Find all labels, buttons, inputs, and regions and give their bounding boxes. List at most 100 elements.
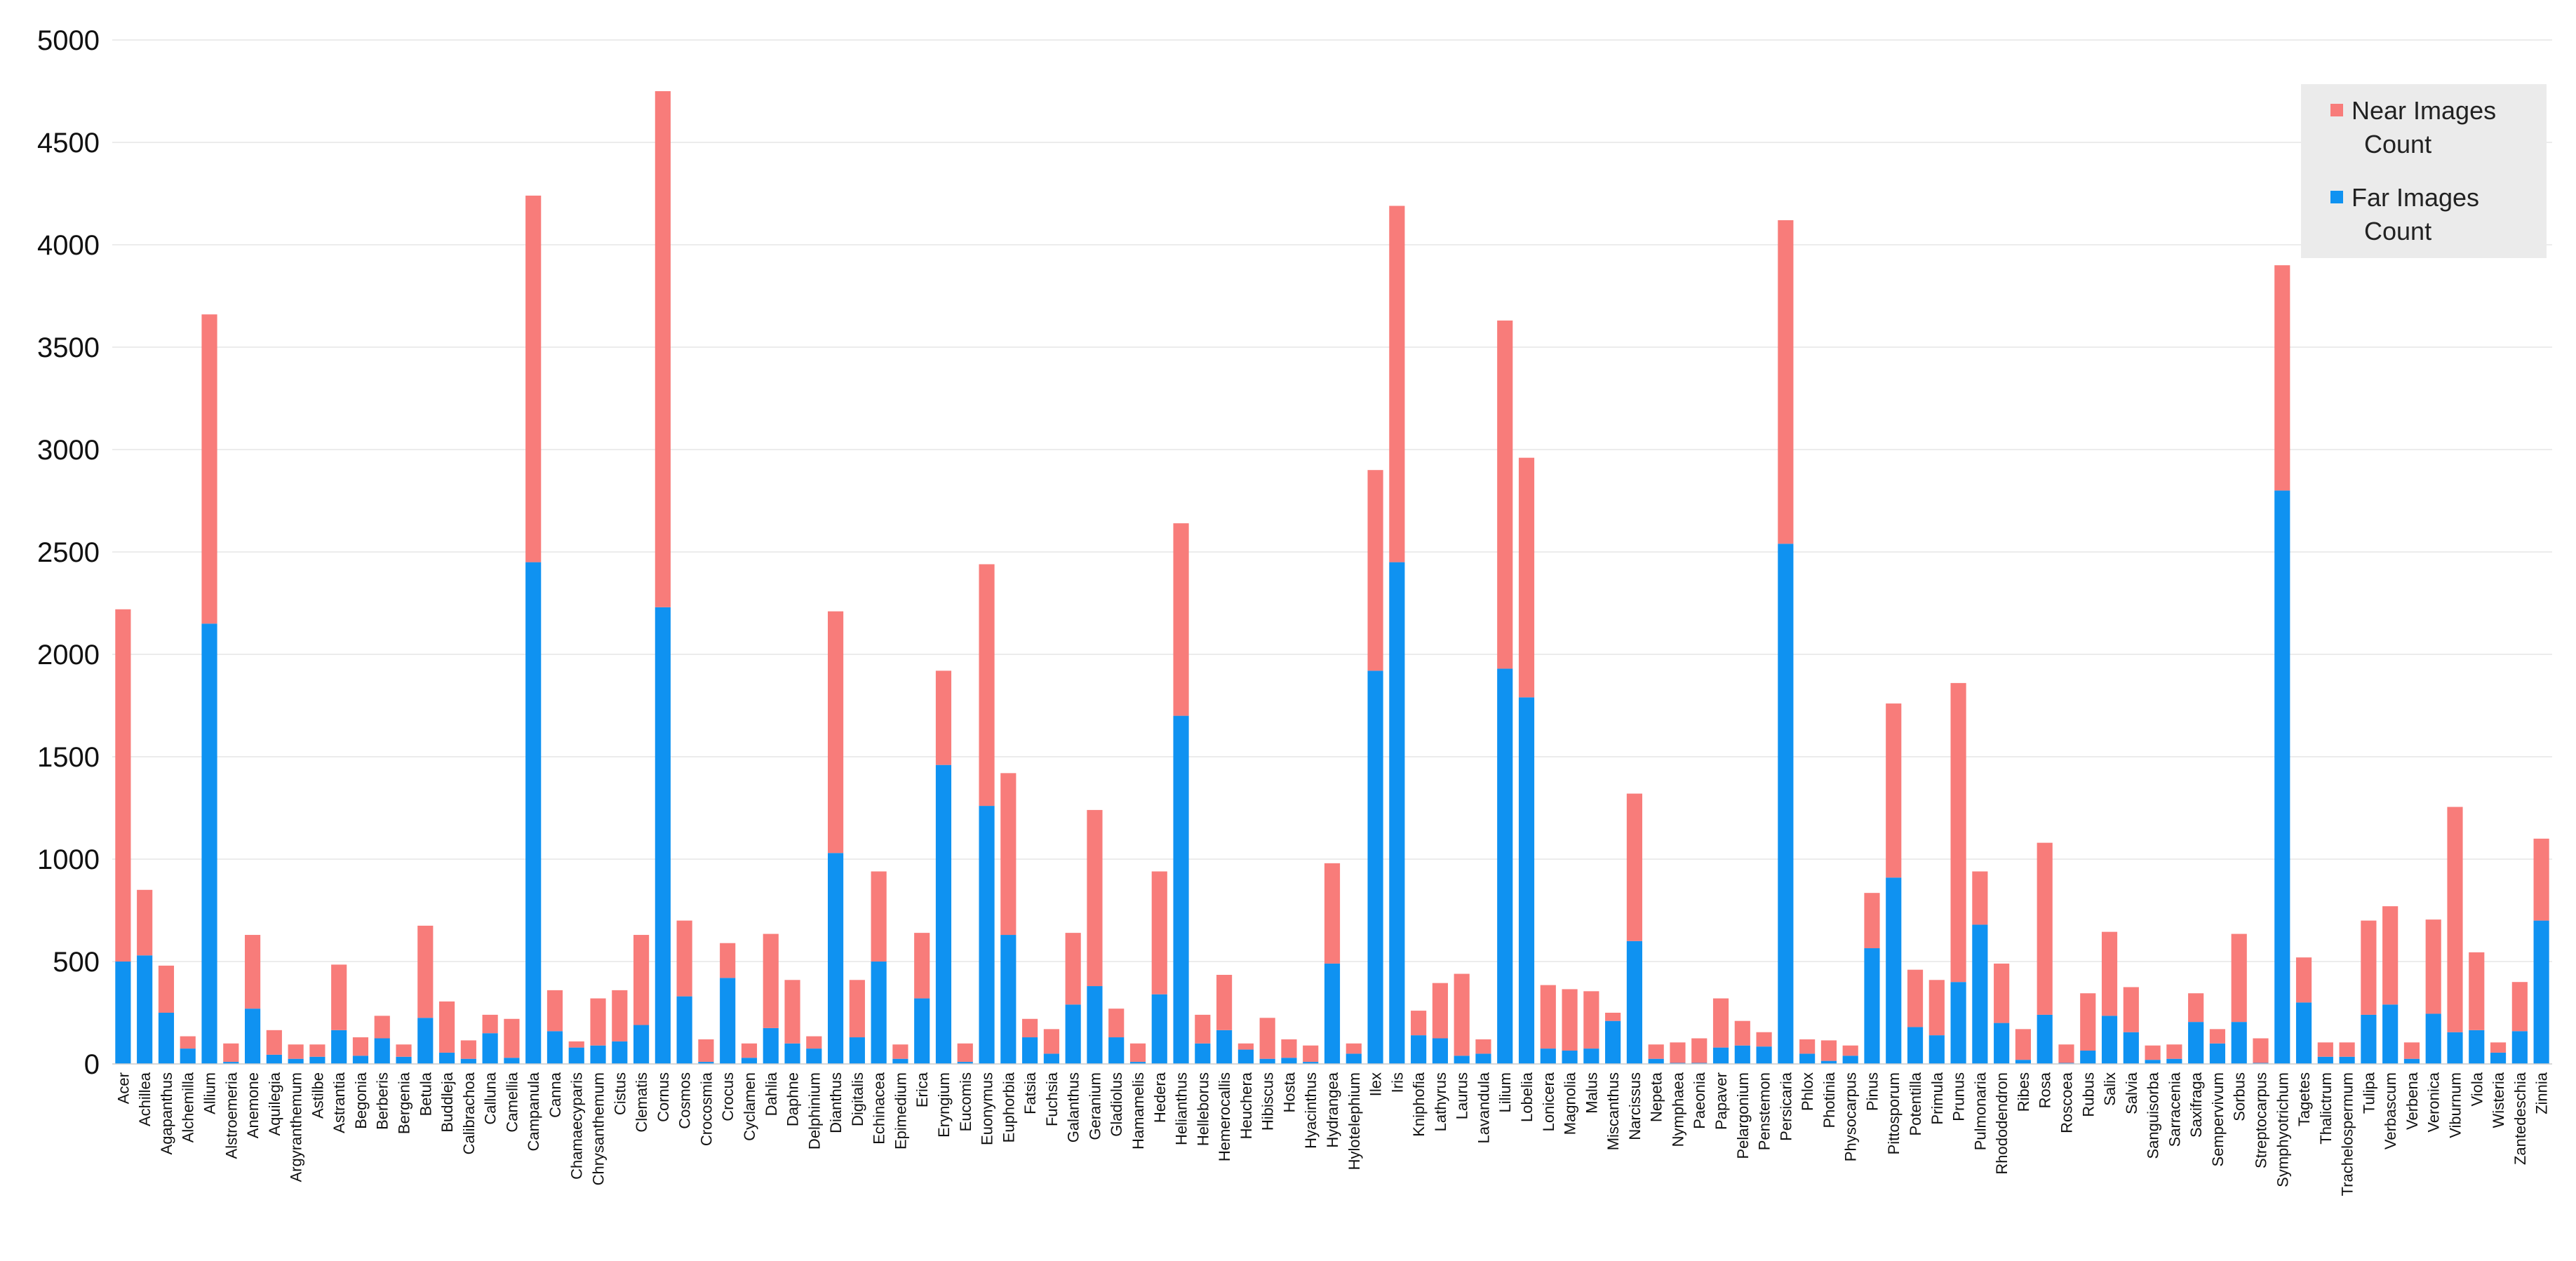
x-tick-label: Hibiscus [1259, 1072, 1277, 1131]
bar-near-laurus [1454, 973, 1470, 1056]
bar-near-cistus [612, 990, 628, 1041]
bar-far-alchemilla [180, 1048, 196, 1064]
x-tick-label: Tulipa [2360, 1072, 2377, 1114]
bar-far-helleborus [1195, 1043, 1211, 1064]
bar-near-persicaria [1778, 220, 1794, 544]
bar-far-hamamelis [1129, 1062, 1146, 1064]
bar-far-symphyotrichum [2274, 490, 2290, 1064]
bar-far-hyacinthus [1303, 1062, 1319, 1064]
bar-near-acer [115, 609, 131, 962]
x-tick-label: Achillea [136, 1072, 154, 1126]
bar-near-bergenia [396, 1044, 412, 1057]
bar-far-lilium [1497, 668, 1513, 1064]
bar-far-papaver [1712, 1047, 1729, 1064]
bar-near-symphyotrichum [2274, 265, 2290, 491]
bar-near-anemone [244, 935, 261, 1009]
bar-far-penstemon [1756, 1046, 1772, 1064]
bar-near-magnolia [1562, 989, 1578, 1051]
bar-far-prunus [1950, 982, 1966, 1064]
bar-far-erica [914, 998, 930, 1064]
x-tick-label: Physocarpus [1842, 1072, 1860, 1161]
x-tick-label: Sanguisorba [2145, 1072, 2162, 1159]
bar-far-aquilegia [266, 1054, 282, 1064]
x-tick-label: Betula [417, 1072, 434, 1116]
x-tick-label: Aquilegia [266, 1072, 283, 1135]
x-tick-label: Euonymus [979, 1072, 996, 1145]
bar-far-hosta [1281, 1058, 1297, 1064]
bar-near-salix [2101, 931, 2118, 1016]
x-tick-label: Delphinium [805, 1072, 823, 1149]
bar-near-photinia [1820, 1040, 1837, 1061]
bar-near-hamamelis [1129, 1043, 1146, 1063]
bar-near-verbena [2403, 1042, 2420, 1059]
legend-label-far-line2: Count [2364, 217, 2431, 245]
bar-near-agapanthus [158, 965, 175, 1013]
bar-far-salix [2101, 1016, 2118, 1064]
bar-far-eucomis [957, 1062, 973, 1064]
bar-near-astrantia [331, 964, 347, 1030]
bar-far-anemone [244, 1009, 261, 1064]
x-tick-label: Nymphaea [1669, 1072, 1686, 1147]
x-tick-label: Hyacinthus [1302, 1072, 1320, 1149]
bar-far-cornus [655, 607, 671, 1064]
bar-far-canna [546, 1031, 563, 1064]
x-tick-label: Daphne [784, 1072, 802, 1126]
bar-near-gladiolus [1108, 1009, 1125, 1038]
bar-far-sorbus [2231, 1022, 2247, 1064]
x-tick-label: Cornus [655, 1072, 672, 1122]
bar-near-veronica [2425, 919, 2441, 1014]
bar-near-buddleja [438, 1001, 455, 1053]
bar-far-dianthus [828, 853, 844, 1064]
x-tick-label: Pittosporum [1885, 1072, 1903, 1154]
bar-near-allium [201, 314, 217, 624]
bar-far-eryngium [935, 764, 952, 1064]
bar-far-ribes [2015, 1060, 2032, 1064]
bar-near-pulmonaria [1972, 871, 1988, 925]
bar-far-sempervivum [2209, 1043, 2226, 1064]
bar-near-sarracenia [2166, 1044, 2182, 1059]
x-tick-label: Hylotelephium [1346, 1072, 1363, 1170]
legend-label-near-line2: Count [2364, 130, 2431, 159]
x-tick-label: Calluna [482, 1072, 499, 1124]
x-tick-label: Malus [1583, 1072, 1600, 1114]
bar-far-rubus [2080, 1051, 2096, 1064]
bar-far-bergenia [396, 1056, 412, 1064]
bar-near-primula [1928, 980, 1945, 1036]
x-tick-label: Euphorbia [1000, 1072, 1017, 1142]
x-tick-label: Lobelia [1518, 1072, 1536, 1122]
x-tick-label: Thalictrum [2317, 1072, 2335, 1145]
x-tick-label: Fatsia [1021, 1072, 1039, 1114]
bar-near-alchemilla [180, 1036, 196, 1049]
bar-far-pinus [1864, 948, 1880, 1064]
x-tick-label: Astilbe [309, 1072, 326, 1119]
bar-far-begonia [352, 1056, 369, 1064]
bar-near-chrysanthemum [590, 998, 606, 1046]
bar-near-helianthus [1173, 523, 1189, 716]
bar-far-thalictrum [2317, 1056, 2333, 1064]
x-tick-label: Pinus [1863, 1072, 1881, 1111]
y-tick-label: 3000 [37, 435, 100, 466]
x-tick-label: Tagetes [2295, 1072, 2313, 1126]
bar-far-fatsia [1022, 1037, 1038, 1064]
bar-near-alstroemeria [223, 1043, 239, 1063]
bar-far-physocarpus [1842, 1056, 1858, 1064]
bar-near-calibrachoa [460, 1040, 476, 1059]
x-axis: Acer Achillea Agapanthus Alchemilla Allium Al… [112, 1063, 2552, 1196]
bar-far-buddleja [438, 1052, 455, 1064]
x-tick-label: Kniphofia [1410, 1072, 1428, 1137]
x-tick-label: Ribes [2015, 1072, 2032, 1112]
legend-label-near-line1: Near Images [2352, 96, 2496, 125]
x-tick-label: Viola [2468, 1072, 2486, 1106]
bar-near-betula [417, 925, 434, 1018]
bar-near-nymphaea [1670, 1042, 1686, 1063]
bar-far-achillea [137, 955, 153, 1064]
bar-far-geranium [1087, 986, 1103, 1064]
x-tick-label: Photinia [1820, 1072, 1838, 1128]
bar-near-erica [914, 933, 930, 999]
x-tick-label: Magnolia [1562, 1072, 1579, 1135]
bar-far-narcissus [1626, 940, 1642, 1064]
bar-near-argyranthemum [288, 1044, 304, 1059]
bar-near-zinnia [2533, 838, 2549, 921]
bar-far-rhododendron [1994, 1023, 2010, 1064]
y-axis: 0 500 1000 1500 2000 2500 3000 3500 4000 4500 5000 [37, 25, 100, 1080]
